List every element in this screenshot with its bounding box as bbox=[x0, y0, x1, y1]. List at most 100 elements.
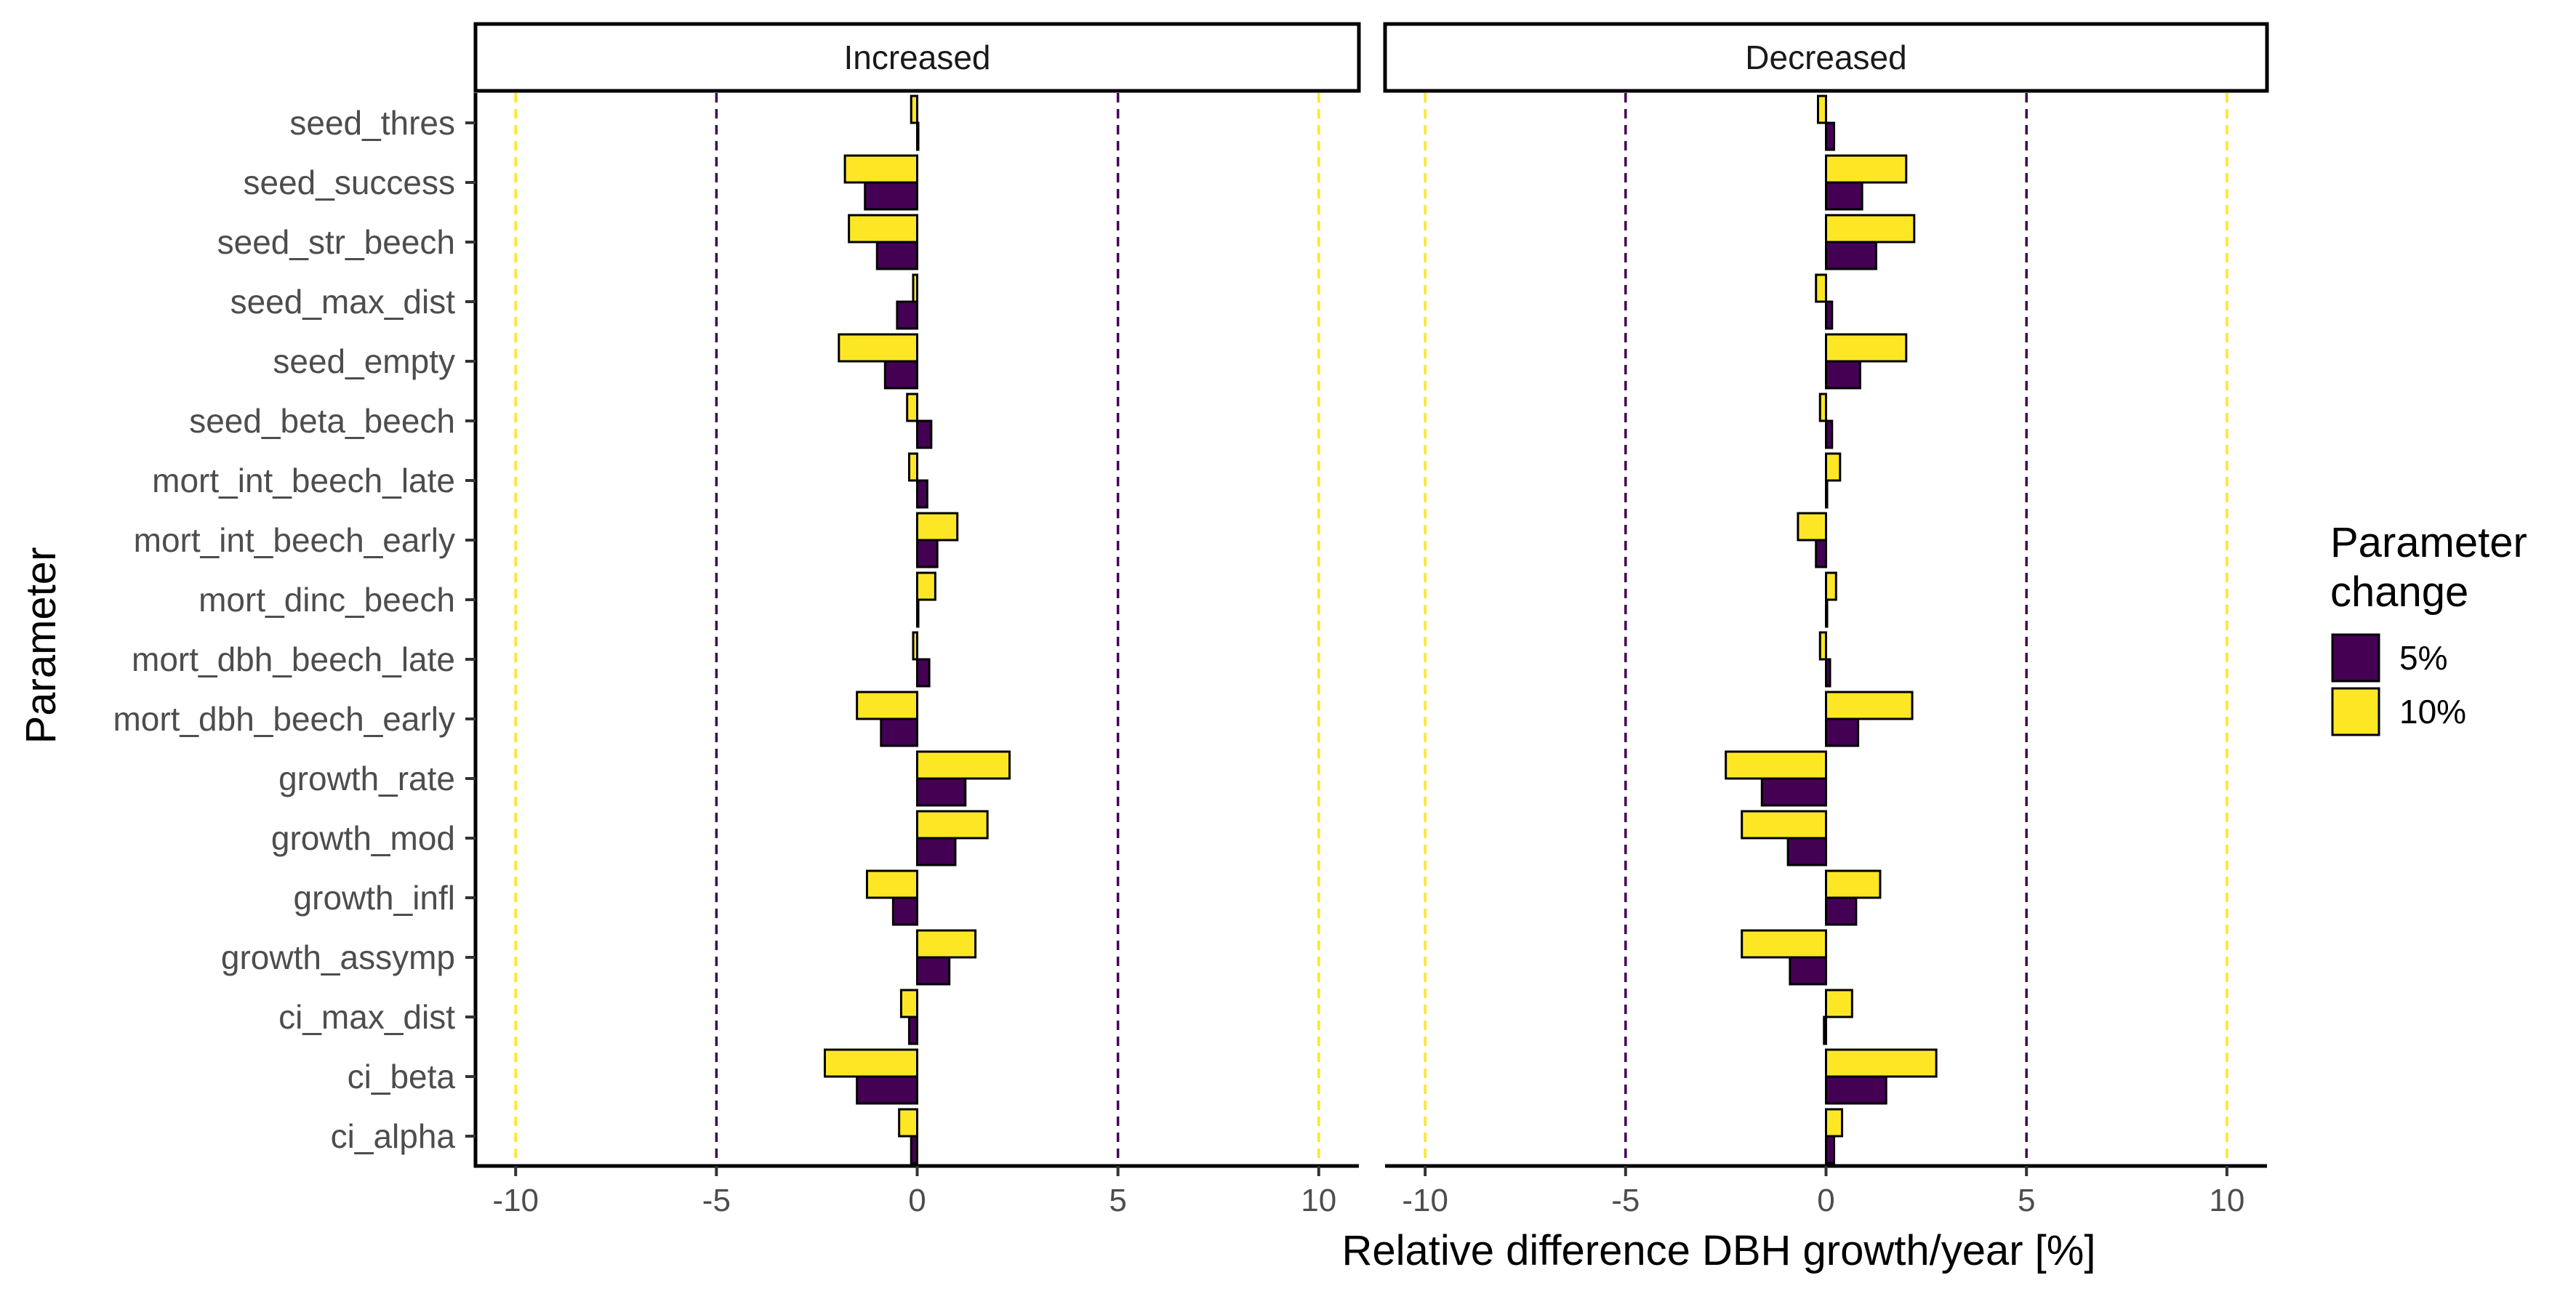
y-tick-label: seed_success bbox=[244, 164, 456, 201]
bar bbox=[1818, 631, 1827, 661]
y-tick-label: ci_alpha bbox=[331, 1117, 456, 1155]
y-tick-label: ci_beta bbox=[348, 1058, 456, 1095]
panel-increased: Increased -10 -5 0 5 10 seed_thres seed_success… bbox=[113, 22, 1361, 1218]
bar bbox=[910, 1135, 919, 1165]
bar bbox=[898, 1108, 918, 1138]
bar bbox=[1825, 989, 1853, 1018]
bar bbox=[1825, 300, 1834, 330]
bar bbox=[838, 333, 918, 363]
panel-strip-label: Decreased bbox=[1745, 39, 1906, 76]
bar bbox=[906, 393, 919, 422]
panel-strip-label: Increased bbox=[843, 39, 990, 76]
x-tick-label: 5 bbox=[2018, 1183, 2035, 1218]
bar bbox=[916, 810, 989, 840]
y-tick-label: mort_dinc_beech bbox=[198, 581, 455, 619]
bar bbox=[916, 121, 920, 151]
bar bbox=[907, 1015, 919, 1045]
x-tick-label: 5 bbox=[1109, 1183, 1126, 1218]
legend-swatch bbox=[2331, 687, 2380, 736]
bar bbox=[856, 691, 918, 720]
x-tick-label: -5 bbox=[702, 1183, 731, 1218]
bar bbox=[916, 539, 939, 568]
bar bbox=[916, 956, 951, 986]
x-tick-label: 0 bbox=[908, 1183, 926, 1218]
bar bbox=[1789, 956, 1827, 986]
panel-strip bbox=[1383, 22, 2269, 93]
y-tick-label: seed_thres bbox=[289, 104, 455, 142]
bar bbox=[916, 929, 977, 959]
bar bbox=[883, 360, 919, 390]
bar bbox=[899, 989, 918, 1018]
bar bbox=[1825, 1135, 1836, 1165]
y-tick-label: seed_beta_beech bbox=[189, 402, 455, 440]
y-tick-label: mort_dbh_beech_early bbox=[113, 700, 455, 738]
bar bbox=[1825, 419, 1834, 449]
y-tick-label: mort_int_beech_early bbox=[134, 521, 455, 559]
bar bbox=[916, 837, 957, 866]
y-tick-label: ci_max_dist bbox=[278, 998, 455, 1036]
bar bbox=[843, 154, 919, 184]
bar bbox=[864, 181, 919, 211]
bar bbox=[912, 273, 919, 303]
bar bbox=[916, 512, 959, 542]
y-tick-label: mort_dbh_beech_late bbox=[132, 640, 455, 678]
bar bbox=[1825, 214, 1916, 244]
bar bbox=[1786, 837, 1827, 866]
x-axis-title: Relative difference DBH growth/year [%] bbox=[1342, 1227, 2096, 1274]
bar bbox=[1825, 241, 1877, 270]
bar bbox=[1741, 810, 1827, 840]
x-tick-label: -10 bbox=[1402, 1183, 1448, 1218]
bar bbox=[1825, 1075, 1887, 1105]
y-tick-label: seed_max_dist bbox=[230, 283, 456, 321]
bar bbox=[907, 452, 919, 482]
bar bbox=[1825, 717, 1860, 747]
bar bbox=[1815, 273, 1827, 303]
bar bbox=[916, 598, 920, 628]
y-tick-label: mort_int_beech_late bbox=[152, 462, 455, 499]
bar bbox=[1823, 1015, 1827, 1045]
bar bbox=[1825, 896, 1858, 926]
bar bbox=[916, 750, 1011, 780]
bar bbox=[1760, 777, 1827, 807]
bar bbox=[1815, 539, 1827, 568]
bar bbox=[1816, 94, 1827, 124]
panel-strip bbox=[473, 22, 1361, 93]
bar bbox=[1825, 658, 1831, 688]
bar bbox=[910, 94, 919, 124]
bar bbox=[1825, 691, 1914, 720]
bar bbox=[912, 631, 919, 661]
bar bbox=[1825, 479, 1829, 509]
bar bbox=[1825, 598, 1829, 628]
bar bbox=[1825, 869, 1882, 899]
bar bbox=[865, 869, 919, 899]
bar bbox=[916, 479, 928, 509]
panel-decreased: Decreased -10 -5 0 5 10 bbox=[1383, 22, 2269, 1218]
bar bbox=[916, 571, 936, 601]
bar bbox=[1825, 1048, 1938, 1078]
x-tick-label: 10 bbox=[1301, 1183, 1336, 1218]
bar bbox=[1825, 1108, 1844, 1138]
y-tick-label: growth_assymp bbox=[221, 938, 455, 976]
bar bbox=[1825, 571, 1837, 601]
bar bbox=[1741, 929, 1827, 959]
y-tick-label: growth_mod bbox=[271, 819, 455, 857]
bar bbox=[1825, 452, 1842, 482]
bar bbox=[896, 300, 918, 330]
legend-title: change bbox=[2330, 568, 2468, 616]
bar bbox=[1725, 750, 1828, 780]
bar bbox=[1818, 393, 1827, 422]
bar bbox=[880, 717, 918, 747]
bar bbox=[848, 214, 919, 244]
y-axis-title: Parameter bbox=[17, 547, 65, 744]
x-tick-label: 10 bbox=[2209, 1183, 2244, 1218]
bar bbox=[875, 241, 918, 270]
legend-label: 5% bbox=[2399, 639, 2447, 677]
bar bbox=[1825, 333, 1908, 363]
bar bbox=[1825, 154, 1908, 184]
panels: Increased -10 -5 0 5 10 seed_thres seed_success… bbox=[113, 22, 2269, 1218]
bar bbox=[823, 1048, 919, 1078]
y-tick-label: seed_str_beech bbox=[217, 223, 455, 261]
